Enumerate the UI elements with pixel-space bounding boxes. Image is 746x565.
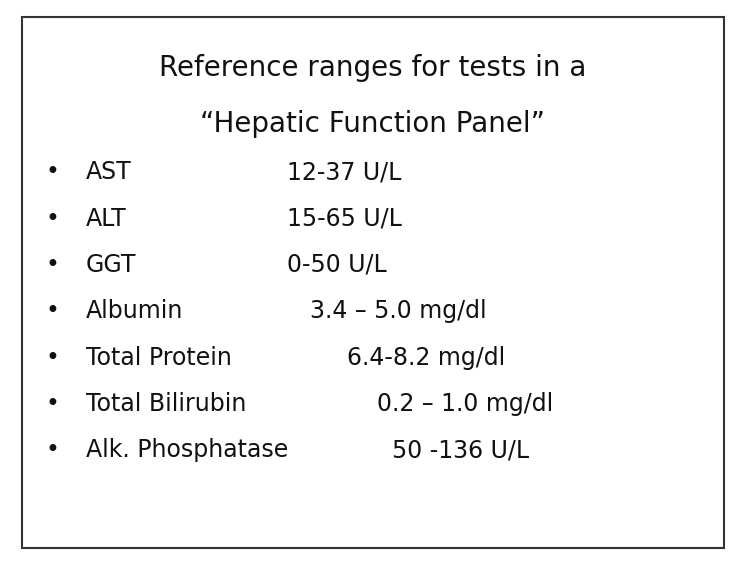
Text: •: • <box>46 438 59 462</box>
Text: ALT: ALT <box>86 207 127 231</box>
Text: 15-65 U/L: 15-65 U/L <box>287 207 402 231</box>
Text: •: • <box>46 253 59 277</box>
Text: GGT: GGT <box>86 253 137 277</box>
Text: •: • <box>46 160 59 184</box>
Text: 6.4-8.2 mg/dl: 6.4-8.2 mg/dl <box>347 346 505 370</box>
Text: 12-37 U/L: 12-37 U/L <box>287 160 401 184</box>
Text: 0.2 – 1.0 mg/dl: 0.2 – 1.0 mg/dl <box>377 392 553 416</box>
Text: Albumin: Albumin <box>86 299 184 323</box>
Text: Reference ranges for tests in a: Reference ranges for tests in a <box>160 54 586 82</box>
Text: •: • <box>46 299 59 323</box>
Text: •: • <box>46 392 59 416</box>
Text: •: • <box>46 346 59 370</box>
Text: 0-50 U/L: 0-50 U/L <box>287 253 387 277</box>
Text: Total Protein: Total Protein <box>86 346 232 370</box>
Text: AST: AST <box>86 160 131 184</box>
Text: Total Bilirubin: Total Bilirubin <box>86 392 246 416</box>
FancyBboxPatch shape <box>22 17 724 548</box>
Text: “Hepatic Function Panel”: “Hepatic Function Panel” <box>201 110 545 138</box>
Text: 3.4 – 5.0 mg/dl: 3.4 – 5.0 mg/dl <box>310 299 486 323</box>
Text: •: • <box>46 207 59 231</box>
Text: Alk. Phosphatase: Alk. Phosphatase <box>86 438 288 462</box>
Text: 50 -136 U/L: 50 -136 U/L <box>392 438 529 462</box>
